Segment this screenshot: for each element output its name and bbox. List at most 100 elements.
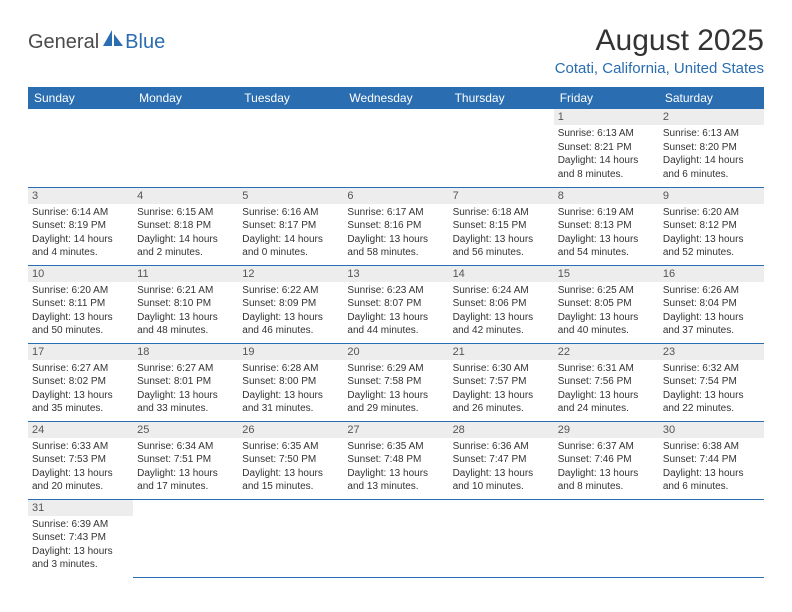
calendar-empty-cell (659, 499, 764, 577)
day-number: 25 (133, 422, 238, 438)
day-data: Sunrise: 6:27 AMSunset: 8:02 PMDaylight:… (28, 360, 133, 418)
calendar-day-cell: 2Sunrise: 6:13 AMSunset: 8:20 PMDaylight… (659, 109, 764, 187)
day-data: Sunrise: 6:13 AMSunset: 8:21 PMDaylight:… (554, 125, 659, 183)
day-number: 1 (554, 109, 659, 125)
day-number: 9 (659, 188, 764, 204)
day-data: Sunrise: 6:14 AMSunset: 8:19 PMDaylight:… (28, 204, 133, 262)
day-data: Sunrise: 6:30 AMSunset: 7:57 PMDaylight:… (449, 360, 554, 418)
day-number: 11 (133, 266, 238, 282)
day-number: 17 (28, 344, 133, 360)
day-number: 28 (449, 422, 554, 438)
day-data: Sunrise: 6:28 AMSunset: 8:00 PMDaylight:… (238, 360, 343, 418)
calendar-empty-cell (28, 109, 133, 187)
calendar-day-cell: 1Sunrise: 6:13 AMSunset: 8:21 PMDaylight… (554, 109, 659, 187)
calendar-day-cell: 29Sunrise: 6:37 AMSunset: 7:46 PMDayligh… (554, 421, 659, 499)
weekday-header: Wednesday (343, 87, 448, 109)
calendar-day-cell: 3Sunrise: 6:14 AMSunset: 8:19 PMDaylight… (28, 187, 133, 265)
day-number: 23 (659, 344, 764, 360)
calendar-day-cell: 11Sunrise: 6:21 AMSunset: 8:10 PMDayligh… (133, 265, 238, 343)
day-data: Sunrise: 6:29 AMSunset: 7:58 PMDaylight:… (343, 360, 448, 418)
day-number: 22 (554, 344, 659, 360)
calendar-day-cell: 23Sunrise: 6:32 AMSunset: 7:54 PMDayligh… (659, 343, 764, 421)
calendar-day-cell: 30Sunrise: 6:38 AMSunset: 7:44 PMDayligh… (659, 421, 764, 499)
day-number: 30 (659, 422, 764, 438)
day-number: 7 (449, 188, 554, 204)
day-data: Sunrise: 6:24 AMSunset: 8:06 PMDaylight:… (449, 282, 554, 340)
day-number: 2 (659, 109, 764, 125)
day-data: Sunrise: 6:39 AMSunset: 7:43 PMDaylight:… (28, 516, 133, 574)
brand-part1: General (28, 31, 99, 54)
weekday-header: Friday (554, 87, 659, 109)
page-title: August 2025 (555, 24, 764, 58)
day-data: Sunrise: 6:21 AMSunset: 8:10 PMDaylight:… (133, 282, 238, 340)
day-data: Sunrise: 6:31 AMSunset: 7:56 PMDaylight:… (554, 360, 659, 418)
day-data: Sunrise: 6:22 AMSunset: 8:09 PMDaylight:… (238, 282, 343, 340)
calendar-day-cell: 28Sunrise: 6:36 AMSunset: 7:47 PMDayligh… (449, 421, 554, 499)
calendar-day-cell: 15Sunrise: 6:25 AMSunset: 8:05 PMDayligh… (554, 265, 659, 343)
calendar-empty-cell (238, 499, 343, 577)
calendar-empty-cell (133, 109, 238, 187)
calendar-week-row: 31Sunrise: 6:39 AMSunset: 7:43 PMDayligh… (28, 499, 764, 577)
calendar-day-cell: 6Sunrise: 6:17 AMSunset: 8:16 PMDaylight… (343, 187, 448, 265)
day-data: Sunrise: 6:20 AMSunset: 8:12 PMDaylight:… (659, 204, 764, 262)
day-data: Sunrise: 6:32 AMSunset: 7:54 PMDaylight:… (659, 360, 764, 418)
calendar-empty-cell (449, 109, 554, 187)
day-data: Sunrise: 6:38 AMSunset: 7:44 PMDaylight:… (659, 438, 764, 496)
day-number: 20 (343, 344, 448, 360)
weekday-header-row: SundayMondayTuesdayWednesdayThursdayFrid… (28, 87, 764, 109)
day-data: Sunrise: 6:26 AMSunset: 8:04 PMDaylight:… (659, 282, 764, 340)
calendar-empty-cell (554, 499, 659, 577)
calendar-empty-cell (238, 109, 343, 187)
calendar-day-cell: 27Sunrise: 6:35 AMSunset: 7:48 PMDayligh… (343, 421, 448, 499)
calendar-week-row: 3Sunrise: 6:14 AMSunset: 8:19 PMDaylight… (28, 187, 764, 265)
calendar-day-cell: 12Sunrise: 6:22 AMSunset: 8:09 PMDayligh… (238, 265, 343, 343)
location: Cotati, California, United States (555, 60, 764, 77)
day-number: 8 (554, 188, 659, 204)
weekday-header: Tuesday (238, 87, 343, 109)
day-data: Sunrise: 6:18 AMSunset: 8:15 PMDaylight:… (449, 204, 554, 262)
calendar-empty-cell (343, 109, 448, 187)
day-number: 15 (554, 266, 659, 282)
calendar-day-cell: 25Sunrise: 6:34 AMSunset: 7:51 PMDayligh… (133, 421, 238, 499)
day-number: 12 (238, 266, 343, 282)
calendar-empty-cell (449, 499, 554, 577)
day-data: Sunrise: 6:27 AMSunset: 8:01 PMDaylight:… (133, 360, 238, 418)
calendar-day-cell: 19Sunrise: 6:28 AMSunset: 8:00 PMDayligh… (238, 343, 343, 421)
day-data: Sunrise: 6:37 AMSunset: 7:46 PMDaylight:… (554, 438, 659, 496)
calendar-week-row: 17Sunrise: 6:27 AMSunset: 8:02 PMDayligh… (28, 343, 764, 421)
calendar-week-row: 1Sunrise: 6:13 AMSunset: 8:21 PMDaylight… (28, 109, 764, 187)
day-number: 16 (659, 266, 764, 282)
day-data: Sunrise: 6:36 AMSunset: 7:47 PMDaylight:… (449, 438, 554, 496)
calendar-week-row: 24Sunrise: 6:33 AMSunset: 7:53 PMDayligh… (28, 421, 764, 499)
day-data: Sunrise: 6:17 AMSunset: 8:16 PMDaylight:… (343, 204, 448, 262)
day-data: Sunrise: 6:35 AMSunset: 7:48 PMDaylight:… (343, 438, 448, 496)
title-block: August 2025 Cotati, California, United S… (555, 24, 764, 77)
day-data: Sunrise: 6:25 AMSunset: 8:05 PMDaylight:… (554, 282, 659, 340)
day-data: Sunrise: 6:16 AMSunset: 8:17 PMDaylight:… (238, 204, 343, 262)
calendar-day-cell: 24Sunrise: 6:33 AMSunset: 7:53 PMDayligh… (28, 421, 133, 499)
day-data: Sunrise: 6:33 AMSunset: 7:53 PMDaylight:… (28, 438, 133, 496)
calendar-day-cell: 13Sunrise: 6:23 AMSunset: 8:07 PMDayligh… (343, 265, 448, 343)
day-number: 26 (238, 422, 343, 438)
calendar-day-cell: 17Sunrise: 6:27 AMSunset: 8:02 PMDayligh… (28, 343, 133, 421)
day-data: Sunrise: 6:35 AMSunset: 7:50 PMDaylight:… (238, 438, 343, 496)
weekday-header: Sunday (28, 87, 133, 109)
calendar-week-row: 10Sunrise: 6:20 AMSunset: 8:11 PMDayligh… (28, 265, 764, 343)
calendar-day-cell: 5Sunrise: 6:16 AMSunset: 8:17 PMDaylight… (238, 187, 343, 265)
day-number: 21 (449, 344, 554, 360)
day-data: Sunrise: 6:23 AMSunset: 8:07 PMDaylight:… (343, 282, 448, 340)
calendar-day-cell: 31Sunrise: 6:39 AMSunset: 7:43 PMDayligh… (28, 499, 133, 577)
day-number: 6 (343, 188, 448, 204)
calendar-empty-cell (343, 499, 448, 577)
calendar-day-cell: 26Sunrise: 6:35 AMSunset: 7:50 PMDayligh… (238, 421, 343, 499)
weekday-header: Monday (133, 87, 238, 109)
calendar-day-cell: 20Sunrise: 6:29 AMSunset: 7:58 PMDayligh… (343, 343, 448, 421)
header: General Blue August 2025 Cotati, Califor… (28, 24, 764, 77)
day-number: 29 (554, 422, 659, 438)
sail-icon (103, 30, 123, 46)
calendar-day-cell: 14Sunrise: 6:24 AMSunset: 8:06 PMDayligh… (449, 265, 554, 343)
calendar-table: SundayMondayTuesdayWednesdayThursdayFrid… (28, 87, 764, 578)
day-number: 19 (238, 344, 343, 360)
day-number: 31 (28, 500, 133, 516)
calendar-day-cell: 21Sunrise: 6:30 AMSunset: 7:57 PMDayligh… (449, 343, 554, 421)
